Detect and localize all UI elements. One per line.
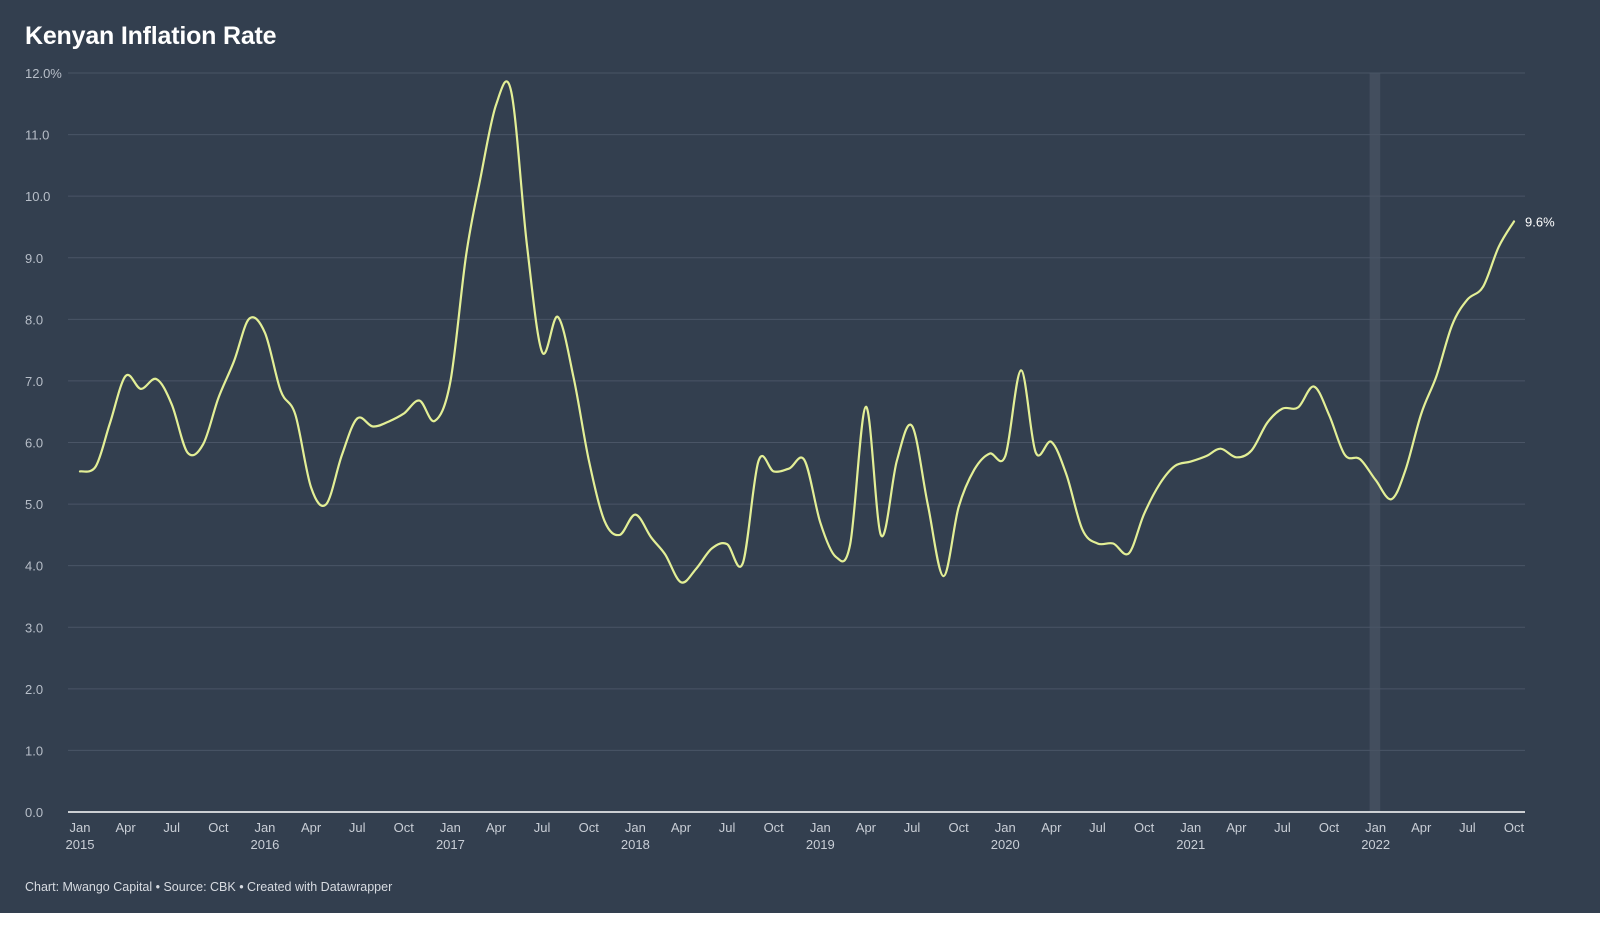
inflation-series-line bbox=[78, 80, 1516, 584]
x-tick-label: Jan bbox=[254, 820, 275, 835]
x-tick-label: Apr bbox=[856, 820, 877, 835]
page-bottom-strip bbox=[0, 913, 1600, 927]
y-tick-label: 9.0 bbox=[25, 251, 43, 266]
x-tick-label: Jul bbox=[1274, 820, 1291, 835]
x-tick-label: Oct bbox=[764, 820, 785, 835]
x-tick-label: Jan bbox=[625, 820, 646, 835]
x-tick-year: 2016 bbox=[250, 837, 279, 852]
y-tick-label: 0.0 bbox=[25, 805, 43, 820]
x-tick-label: Jan bbox=[70, 820, 91, 835]
x-tick-label: Jan bbox=[1180, 820, 1201, 835]
x-tick-year: 2017 bbox=[436, 837, 465, 852]
x-tick-label: Jan bbox=[810, 820, 831, 835]
x-tick-label: Oct bbox=[1134, 820, 1155, 835]
x-tick-label: Jan bbox=[995, 820, 1016, 835]
x-tick-label: Apr bbox=[301, 820, 322, 835]
x-tick-year: 2020 bbox=[991, 837, 1020, 852]
x-tick-label: Jul bbox=[1459, 820, 1476, 835]
y-tick-label: 1.0 bbox=[25, 743, 43, 758]
x-tick-label: Jul bbox=[349, 820, 366, 835]
y-tick-label: 6.0 bbox=[25, 436, 43, 451]
y-tick-label: 4.0 bbox=[25, 559, 43, 574]
x-axis-ticks: Jan 2015 Apr Jul Oct Jan 2016 Apr Jul Oct Jan 2017 A… bbox=[66, 820, 1525, 852]
x-tick-label: Apr bbox=[1226, 820, 1247, 835]
x-tick-label: Jul bbox=[163, 820, 180, 835]
y-axis-ticks: 12.0% 11.0 10.0 9.0 8.0 7.0 6.0 5.0 4.0 3.0 2.0 1.0… bbox=[25, 66, 62, 820]
y-tick-label: 11.0 bbox=[25, 128, 49, 143]
x-tick-year: 2015 bbox=[66, 837, 95, 852]
x-tick-year: 2022 bbox=[1361, 837, 1390, 852]
y-tick-label: 5.0 bbox=[25, 497, 43, 512]
x-tick-label: Jul bbox=[1089, 820, 1106, 835]
x-tick-label: Oct bbox=[949, 820, 970, 835]
x-tick-label: Jan bbox=[440, 820, 461, 835]
chart-title: Kenyan Inflation Rate bbox=[25, 22, 277, 50]
y-tick-label: 10.0 bbox=[25, 189, 50, 204]
y-tick-label: 3.0 bbox=[25, 620, 43, 635]
x-tick-label: Oct bbox=[1504, 820, 1525, 835]
x-tick-year: 2019 bbox=[806, 837, 835, 852]
y-tick-label: 12.0% bbox=[25, 66, 62, 81]
x-tick-label: Jan bbox=[1365, 820, 1386, 835]
y-tick-label: 2.0 bbox=[25, 682, 43, 697]
series-line-layer bbox=[78, 80, 1516, 584]
x-tick-label: Jul bbox=[534, 820, 551, 835]
end-value-label: 9.6% bbox=[1525, 214, 1555, 229]
x-tick-label: Apr bbox=[486, 820, 507, 835]
x-tick-label: Jul bbox=[904, 820, 921, 835]
x-tick-label: Apr bbox=[1041, 820, 1062, 835]
y-tick-label: 8.0 bbox=[25, 312, 43, 327]
x-tick-label: Oct bbox=[208, 820, 229, 835]
x-tick-label: Oct bbox=[1319, 820, 1340, 835]
x-tick-label: Apr bbox=[115, 820, 136, 835]
x-tick-year: 2021 bbox=[1176, 837, 1205, 852]
x-tick-label: Apr bbox=[671, 820, 692, 835]
x-tick-label: Apr bbox=[1411, 820, 1432, 835]
x-tick-label: Oct bbox=[579, 820, 600, 835]
x-tick-year: 2018 bbox=[621, 837, 650, 852]
x-tick-label: Oct bbox=[394, 820, 415, 835]
end-label-layer: 9.6% bbox=[1525, 214, 1555, 229]
chart-footer: Chart: Mwango Capital • Source: CBK • Cr… bbox=[25, 880, 393, 894]
y-tick-label: 7.0 bbox=[25, 374, 43, 389]
gridlines bbox=[68, 72, 1525, 813]
x-tick-label: Jul bbox=[719, 820, 736, 835]
